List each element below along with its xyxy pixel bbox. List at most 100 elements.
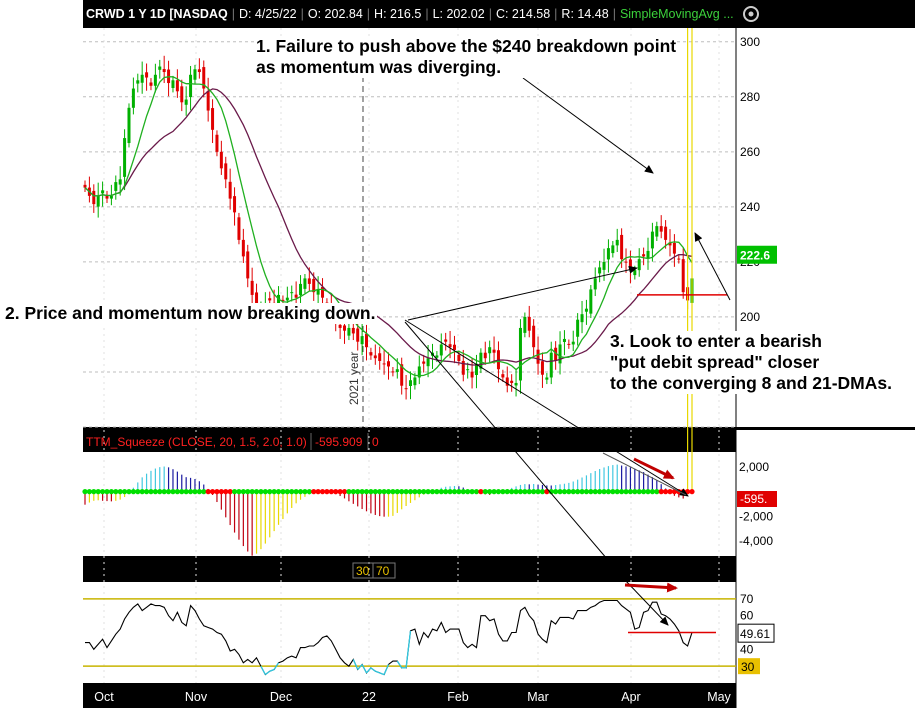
red-arrow-squeeze [633, 457, 675, 480]
rsi-band-box [372, 562, 396, 579]
header-right-bar [736, 0, 915, 28]
candle-body [655, 226, 659, 237]
rsi-oversold-segment [273, 662, 280, 670]
candle-body [224, 163, 228, 180]
squeeze-dot [412, 489, 418, 495]
squeeze-dot [390, 489, 396, 495]
arrow-note2-squeeze [404, 319, 689, 497]
squeeze-dot [557, 489, 563, 495]
candle-body [233, 196, 237, 213]
candle-body [219, 151, 223, 169]
squeeze-dot [619, 489, 625, 495]
squeeze-dot [231, 489, 238, 495]
rsi-oversold-segment [260, 665, 266, 675]
price-tick-label: 280 [740, 90, 760, 104]
squeeze-dot [240, 489, 246, 495]
candle-body [351, 327, 355, 334]
price-tick-label: 240 [740, 200, 760, 214]
candle-body [127, 107, 131, 144]
candle-body [382, 363, 386, 365]
annotation-3-line-1: 3. Look to enter a bearish [610, 331, 822, 351]
annotation-1-line-2: as momentum was diverging. [256, 57, 502, 77]
rsi-tick-label: 60 [740, 609, 754, 623]
squeeze-dot [236, 489, 242, 495]
candle-body [92, 190, 96, 205]
squeeze-dot [174, 489, 180, 495]
candle-body [101, 190, 105, 194]
rsi-band-label-high: 70 [376, 564, 390, 578]
annotation-1: 1. Failure to push above the $240 breakd… [256, 36, 677, 78]
candle-body [545, 377, 549, 380]
rsi-tick-label: 70 [740, 592, 754, 606]
squeeze-value-label: -595.909 [315, 435, 363, 449]
candle-body [404, 388, 408, 390]
candle-body [448, 344, 452, 348]
candle-body [518, 327, 522, 381]
candle-body [285, 297, 289, 301]
rsi-oversold-segment [269, 668, 275, 672]
candle-body [633, 270, 637, 276]
squeeze-dot [187, 489, 194, 495]
candle-body [668, 242, 672, 246]
x-tick-label: 22 [362, 690, 376, 704]
arrow-note2-rsi [404, 321, 626, 581]
candle-body [672, 242, 676, 254]
panel-divider [736, 427, 915, 430]
squeeze-dot [126, 489, 132, 495]
candle-body [197, 69, 201, 73]
candle-body [109, 195, 113, 199]
sma-21-line [84, 88, 693, 366]
squeeze-header-bar [83, 430, 736, 452]
candle-body [391, 371, 395, 373]
squeeze-dot [473, 489, 480, 495]
squeeze-dot [214, 489, 220, 495]
rsi-oversold-segment [352, 659, 359, 670]
squeeze-tick-label: -2,000 [739, 509, 773, 523]
candle-body [206, 91, 210, 111]
candle-body [426, 358, 430, 367]
squeeze-dot [447, 489, 453, 495]
squeeze-dot [311, 489, 317, 495]
squeeze-dot [201, 489, 207, 495]
squeeze-dot [407, 489, 414, 495]
squeeze-dot [394, 489, 400, 495]
rsi-oversold-segment [383, 664, 390, 675]
squeeze-dot [372, 489, 378, 495]
price-panel-bottom [83, 427, 736, 430]
gear-ring [743, 6, 759, 22]
squeeze-dot [205, 489, 211, 495]
candle-body [642, 254, 646, 257]
candle-body [158, 66, 162, 70]
annotation-1-line-1: 1. Failure to push above the $240 breakd… [256, 36, 677, 56]
annotation-3-line-3: to the converging 8 and 21-DMAs. [610, 373, 892, 393]
candle-body [628, 259, 632, 271]
candle-body [408, 380, 412, 386]
squeeze-dot [315, 489, 321, 495]
squeeze-tick-label: -4,000 [739, 534, 773, 548]
gear-icon[interactable] [743, 6, 759, 22]
rsi-oversold-segment [366, 667, 372, 674]
squeeze-dot [513, 489, 519, 495]
squeeze-dot [170, 489, 176, 495]
candle-body [395, 369, 399, 372]
candle-body [83, 184, 87, 188]
symbol-label[interactable]: CRWD 1 Y 1D [NASDAQ [86, 7, 228, 21]
squeeze-dot [478, 489, 484, 495]
squeeze-dot [610, 489, 616, 495]
squeeze-dot [359, 489, 365, 495]
squeeze-dot [575, 489, 581, 495]
candle-body [558, 344, 562, 364]
rsi-oversold-segment [361, 664, 368, 674]
candle-body [312, 278, 316, 293]
candle-body [246, 251, 250, 279]
candle-body [488, 347, 492, 354]
candle-body [466, 369, 470, 371]
squeeze-dot [218, 489, 224, 495]
squeeze-dot [377, 489, 383, 495]
candle-body [554, 347, 558, 361]
study-label[interactable]: SimpleMovingAvg ... [619, 7, 734, 21]
price-tick-label: 200 [740, 310, 760, 324]
rsi-oversold-segment [405, 630, 412, 668]
squeeze-dot [249, 489, 255, 495]
candle-body [576, 319, 580, 337]
